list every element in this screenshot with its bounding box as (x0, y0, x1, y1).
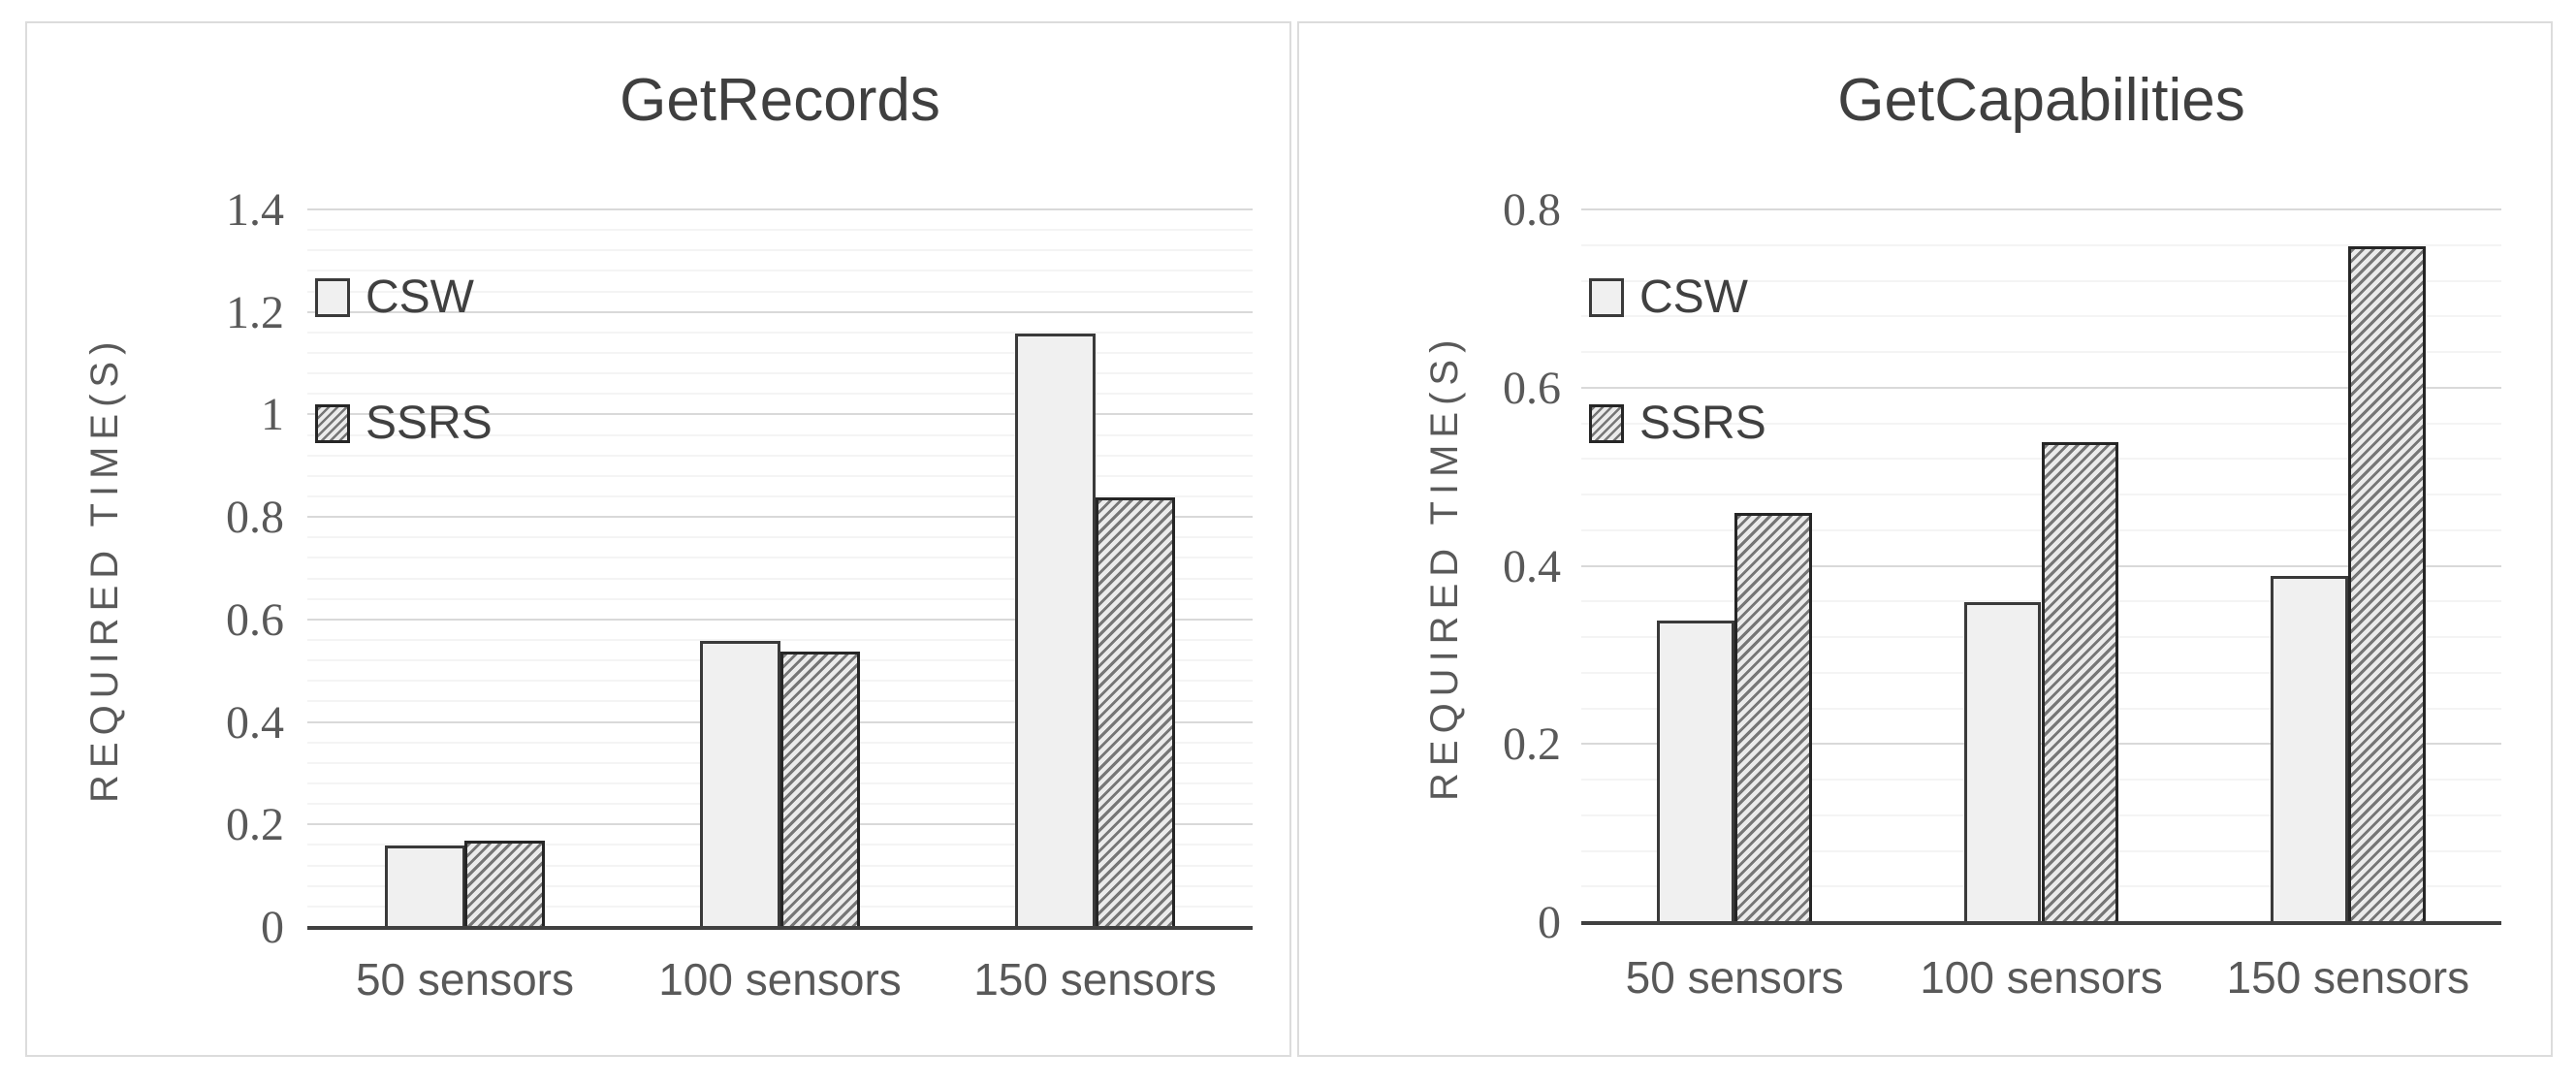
gridline-minor (307, 229, 1253, 232)
legend-item-ssrs: SSRS (1589, 400, 1766, 447)
legend-item-csw: CSW (1589, 274, 1748, 321)
bar-csw-50-sensors (1657, 620, 1735, 923)
y-tick-label: 0 (1538, 897, 1561, 948)
bar-ssrs-100-sensors (779, 651, 861, 928)
bar-ssrs-50-sensors (1734, 513, 1812, 923)
bar-ssrs-100-sensors (2041, 441, 2119, 923)
bar-csw-150-sensors (2271, 575, 2348, 923)
x-category-label: 150 sensors (2226, 952, 2470, 1003)
x-axis-category-labels: 50 sensors 100 sensors 150 sensors (1581, 955, 2501, 1013)
x-category-label: 50 sensors (355, 954, 574, 1005)
y-tick-label: 0.6 (226, 593, 284, 646)
y-axis-title: REQUIRED TIME(S) (83, 335, 126, 804)
legend-item-csw: CSW (315, 274, 474, 321)
y-axis-tick-labels: 0 0.2 0.4 0.6 0.8 1 1.2 1.4 (168, 187, 284, 951)
legend-label-csw: CSW (1639, 271, 1748, 323)
legend-label-ssrs: SSRS (1639, 398, 1766, 449)
gridline-minor (307, 372, 1253, 375)
legend-label-ssrs: SSRS (366, 398, 493, 449)
x-category-label: 100 sensors (658, 954, 902, 1005)
chart-panel-getcapabilities: GetCapabilities REQUIRED TIME(S) 0 0.2 0.4… (1297, 21, 2553, 1057)
y-tick-label: 0.2 (226, 799, 284, 851)
plot-area: CSW SSRS (1581, 208, 2501, 925)
gridline-minor (307, 557, 1253, 559)
y-tick-label: 0.2 (1503, 718, 1561, 771)
gridline-minor (307, 290, 1253, 293)
gridline-major (1581, 208, 2501, 210)
gridline-major (307, 413, 1253, 416)
gridline-minor (307, 331, 1253, 334)
bar-csw-100-sensors (1963, 602, 2042, 923)
gridline-minor (1581, 351, 2501, 353)
gridline-minor (307, 270, 1253, 272)
plot-area: CSW SSRS (307, 208, 1253, 930)
gridline-major (307, 208, 1253, 210)
legend-swatch-ssrs (1589, 404, 1624, 443)
gridline-minor (307, 433, 1253, 436)
legend-item-ssrs: SSRS (315, 400, 493, 447)
x-category-label: 50 sensors (1625, 952, 1844, 1003)
gridline-minor (307, 597, 1253, 600)
bar-csw-50-sensors (384, 846, 465, 928)
x-category-label: 100 sensors (1920, 952, 2163, 1003)
legend-swatch-csw (315, 278, 350, 317)
gridline-major (307, 618, 1253, 621)
y-tick-label: 1 (261, 389, 284, 441)
chart-panel-getrecords: GetRecords REQUIRED TIME(S) 0 0.2 0.4 0.6 0.… (25, 21, 1291, 1057)
y-tick-label: 0.6 (1503, 362, 1561, 414)
gridline-minor (307, 454, 1253, 457)
gridline-minor (1581, 279, 2501, 282)
gridline-minor (1581, 315, 2501, 318)
gridline-minor (307, 639, 1253, 641)
y-tick-label: 1.4 (226, 184, 284, 236)
gridline-minor (307, 352, 1253, 354)
legend-swatch-ssrs (315, 404, 350, 443)
gridline-minor (307, 393, 1253, 396)
x-category-label: 150 sensors (973, 954, 1217, 1005)
y-tick-label: 0.8 (1503, 184, 1561, 236)
gridline-minor (307, 536, 1253, 539)
chart-title: GetRecords (620, 67, 940, 134)
legend-label-csw: CSW (366, 271, 474, 323)
bar-ssrs-150-sensors (1095, 497, 1176, 928)
chart-title: GetCapabilities (1837, 67, 2245, 134)
gridline-minor (1581, 422, 2501, 425)
gridline-major (307, 310, 1253, 313)
gridline-major (307, 516, 1253, 519)
bar-csw-100-sensors (699, 641, 780, 928)
y-tick-label: 0 (261, 902, 284, 953)
bar-ssrs-150-sensors (2347, 245, 2426, 923)
y-tick-label: 1.2 (226, 286, 284, 338)
legend-swatch-csw (1589, 278, 1624, 317)
gridline-minor (307, 249, 1253, 252)
gridline-minor (1581, 243, 2501, 246)
x-axis-category-labels: 50 sensors 100 sensors 150 sensors (307, 957, 1253, 1015)
y-tick-label: 0.4 (226, 696, 284, 749)
y-axis-tick-labels: 0 0.2 0.4 0.6 0.8 (1445, 187, 1561, 946)
y-tick-label: 0.4 (1503, 540, 1561, 592)
gridline-minor (307, 577, 1253, 580)
gridline-minor (307, 495, 1253, 497)
gridline-minor (307, 474, 1253, 477)
bar-csw-150-sensors (1014, 333, 1096, 928)
bar-ssrs-50-sensors (464, 841, 546, 928)
y-tick-label: 0.8 (226, 492, 284, 544)
gridline-major (1581, 386, 2501, 389)
